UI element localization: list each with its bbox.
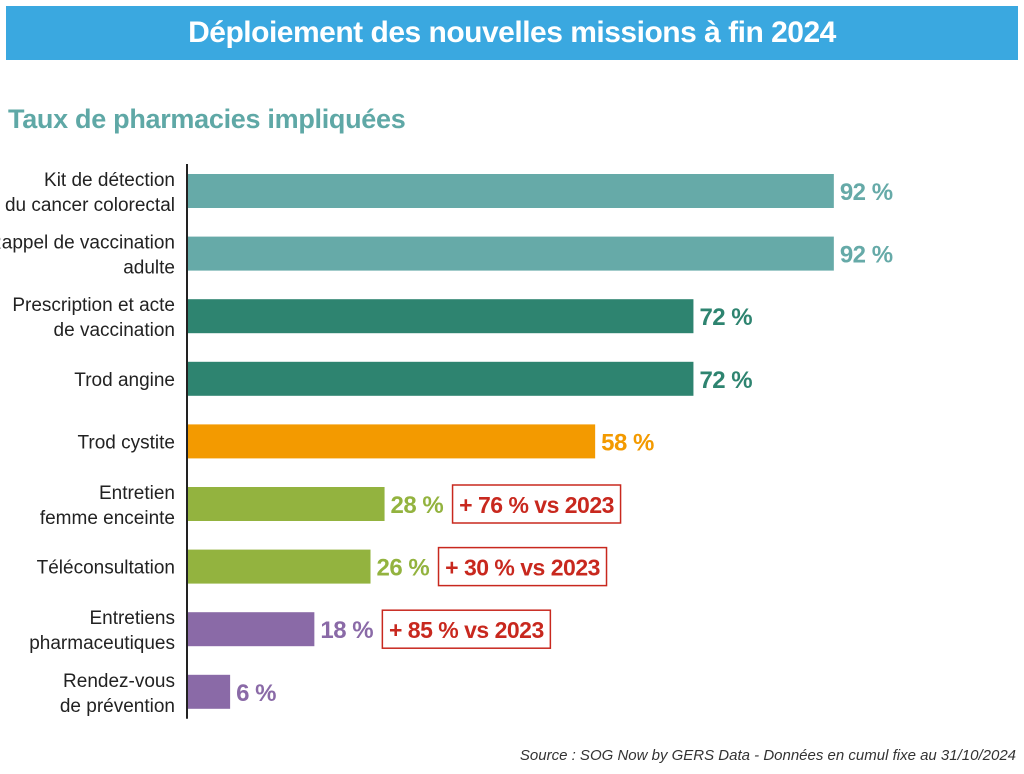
category-label: Rappel de vaccination adulte [0,233,175,279]
annotation-box [437,546,608,587]
bar [188,299,694,334]
bar [188,487,385,521]
title-banner: Déploiement des nouvelles missions à fin… [6,6,1018,60]
bar [188,361,694,396]
bar [188,236,834,271]
bar [188,174,834,208]
bar [188,612,315,647]
bar [188,424,596,459]
value-label: 28 % [391,492,444,519]
category-label: Entretiens pharmaceutiques [29,608,175,654]
value-label: 92 % [840,242,893,269]
category-label: Téléconsultation [37,558,175,579]
source-note: Source : SOG Now by GERS Data - Données … [519,747,1016,764]
value-label: 58 % [601,429,654,456]
annotation-label: + 85 % vs 2023 [389,617,544,643]
value-label: 92 % [840,179,893,206]
annotation-label: + 30 % vs 2023 [445,555,600,581]
bar [188,674,231,709]
category-label: Entretien femme enceinte [40,483,175,529]
value-label: 18 % [320,617,373,644]
annotation-label: + 76 % vs 2023 [459,492,614,518]
value-label: 72 % [699,304,752,331]
value-label: 26 % [377,555,430,582]
annotation-box [381,609,552,649]
category-label: Trod angine [74,370,175,391]
category-label: Trod cystite [78,432,176,453]
category-label: Kit de détection du cancer colorectal [5,170,175,216]
chart-title: Déploiement des nouvelles missions à fin… [188,16,836,49]
chart-subtitle: Taux de pharmacies impliquées [8,104,406,134]
value-label: 72 % [699,367,752,394]
value-label: 6 % [236,680,276,707]
bar-chart: Kit de détection du cancer colorectal 92 %… [0,164,893,719]
bar [188,549,371,584]
category-label: Prescription et acte de vaccination [12,295,175,341]
annotation-box [451,484,622,524]
category-label: Rendez-vous de prévention [60,671,175,717]
